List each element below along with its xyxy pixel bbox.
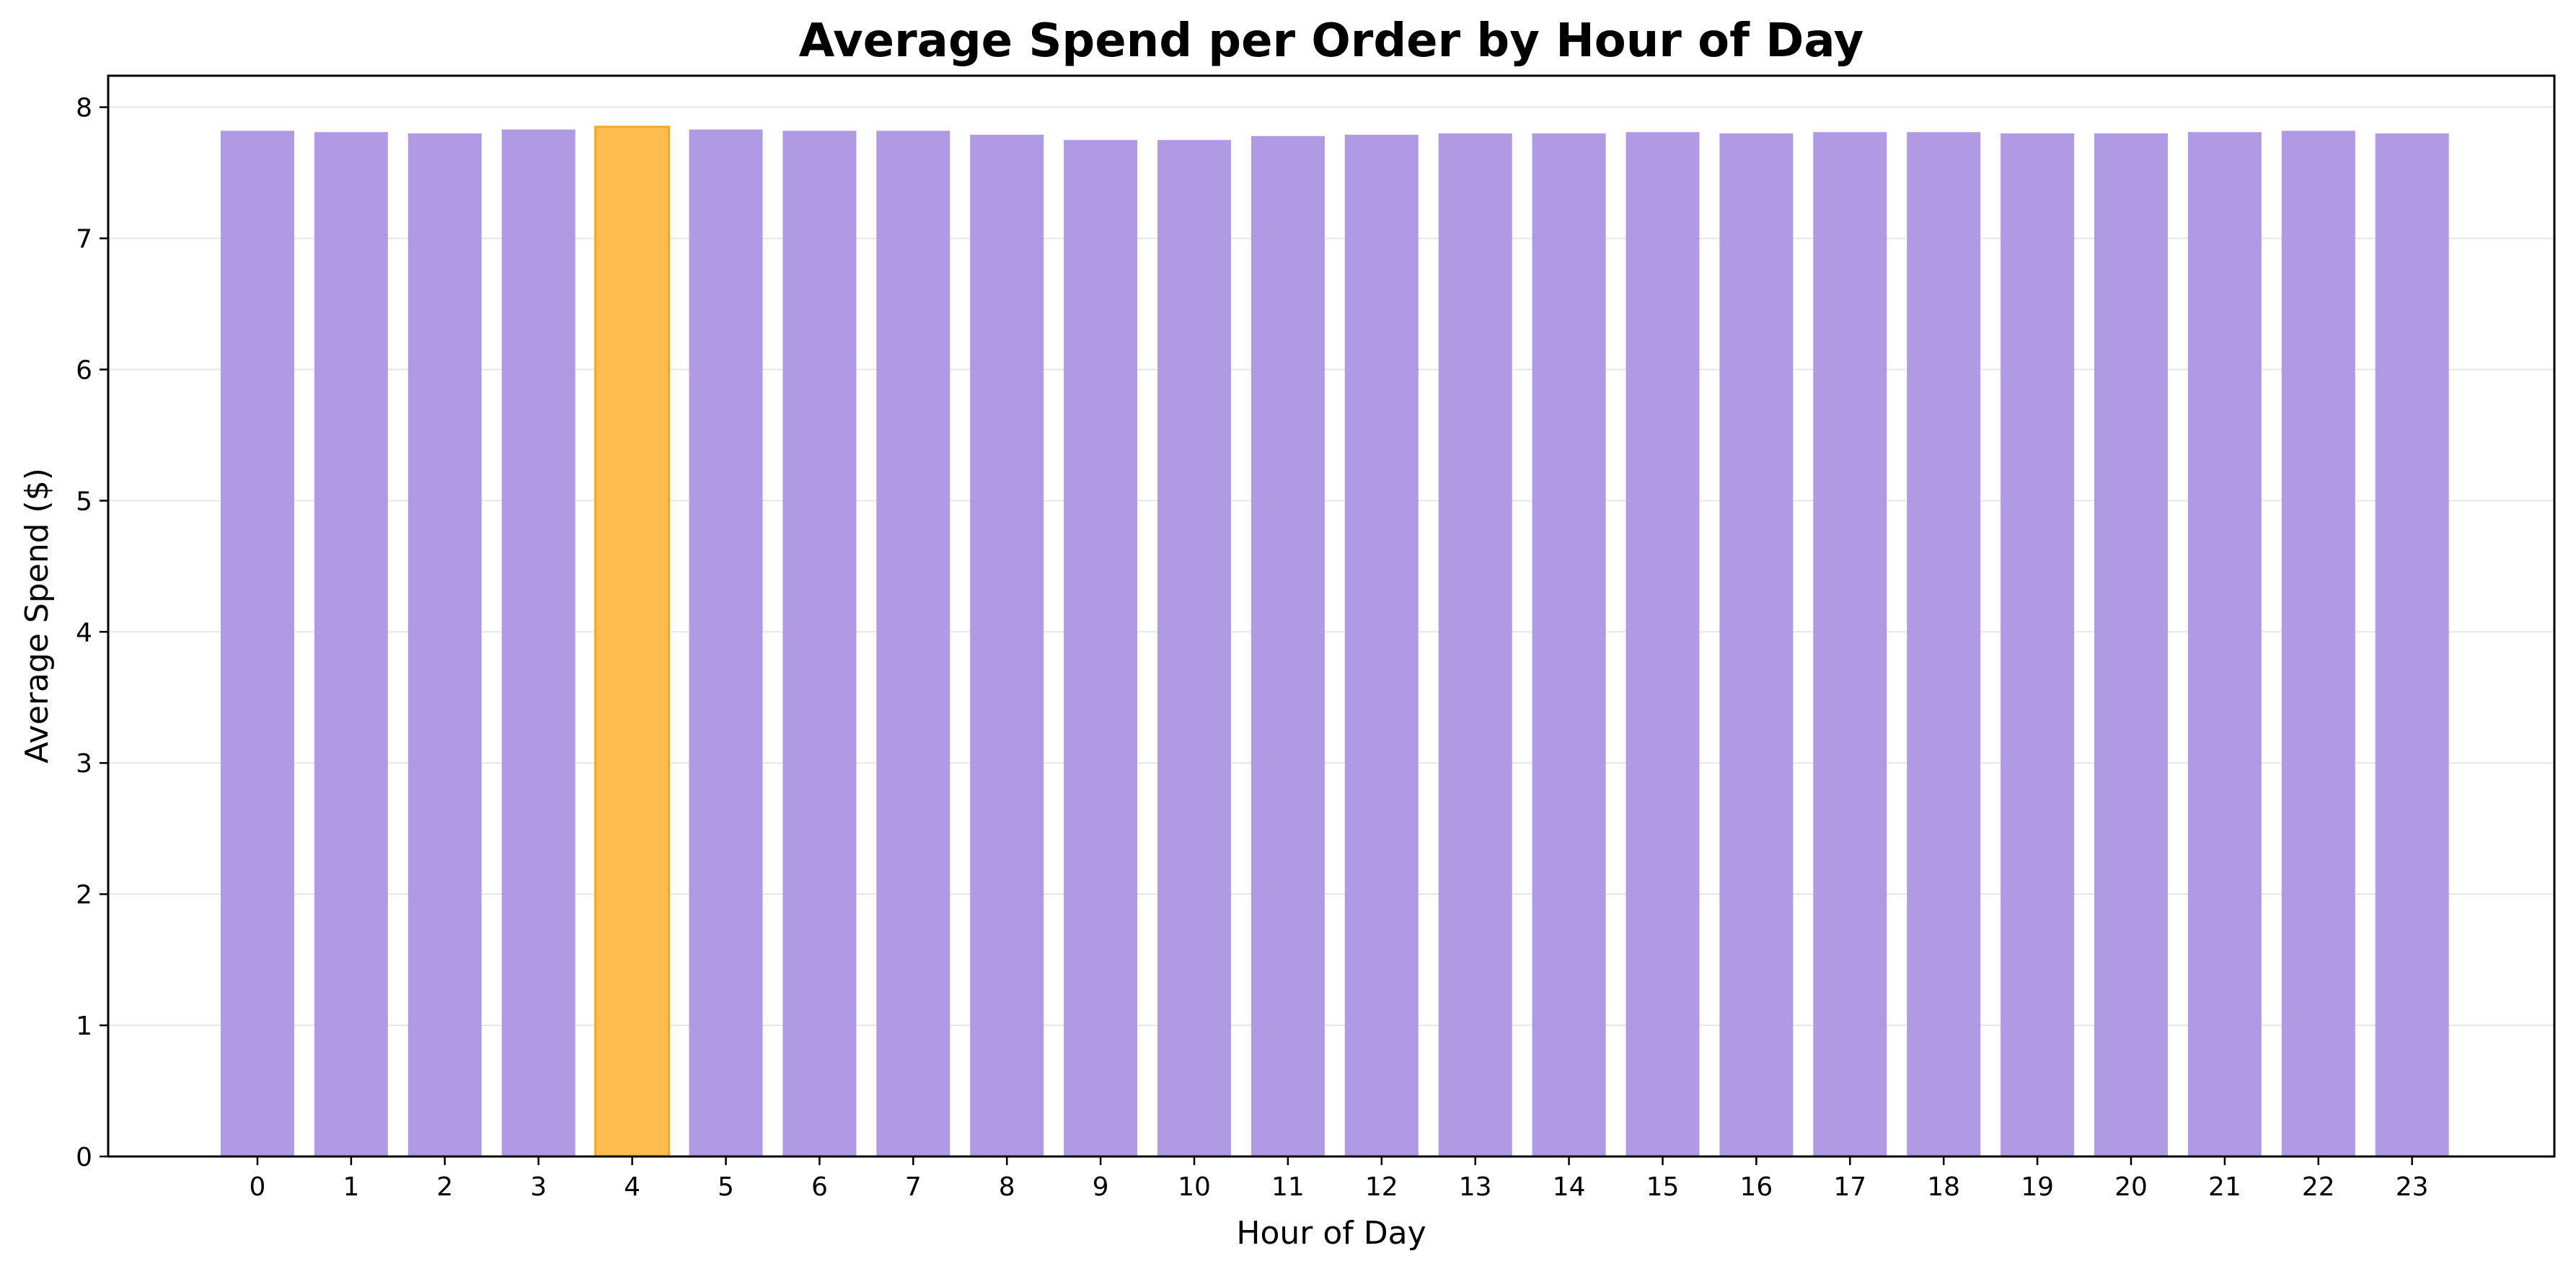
- x-tick-label: 17: [1833, 1172, 1866, 1202]
- x-tick-label: 14: [1553, 1172, 1586, 1202]
- bar: [2187, 132, 2262, 1157]
- bar: [1157, 140, 1231, 1157]
- y-tick-label: 8: [76, 94, 92, 123]
- bar: [2001, 133, 2075, 1156]
- bar: [1532, 133, 1606, 1156]
- bar: [2375, 133, 2449, 1156]
- y-tick-label: 0: [76, 1143, 92, 1172]
- plot-frame: [107, 74, 2556, 1158]
- bar: [782, 131, 857, 1157]
- y-tick-label: 7: [76, 225, 92, 255]
- x-tick-label: 8: [999, 1172, 1015, 1202]
- y-tick-label: 5: [76, 487, 92, 516]
- bar: [314, 132, 388, 1157]
- y-tick-label: 6: [76, 355, 92, 385]
- bar: [1344, 134, 1419, 1156]
- x-tick-label: 15: [1646, 1172, 1680, 1202]
- bar: [1626, 132, 1700, 1157]
- x-tick-label: 4: [624, 1172, 640, 1202]
- x-tick-label: 20: [2114, 1172, 2148, 1202]
- bar: [501, 129, 575, 1156]
- x-tick-label: 13: [1459, 1172, 1492, 1202]
- x-tick-label: 1: [343, 1172, 359, 1202]
- y-tick-label: 3: [76, 749, 92, 779]
- x-axis-ticks: 0 1 2 3 4 5 6 7 8 9 10 11 12 13 14 15 16 17 18 19 20 21 22 23: [250, 1156, 2429, 1202]
- x-tick-label: 3: [530, 1172, 547, 1202]
- x-tick-label: 19: [2021, 1172, 2054, 1202]
- x-tick-label: 6: [811, 1172, 828, 1202]
- bar: [407, 133, 482, 1156]
- x-tick-label: 12: [1365, 1172, 1398, 1202]
- y-tick-label: 2: [76, 880, 92, 910]
- x-tick-label: 16: [1739, 1172, 1773, 1202]
- y-axis-ticks: 0 1 2 3 4 5 6 7 8: [76, 94, 108, 1172]
- x-axis-label: Hour of Day: [1236, 1215, 1426, 1252]
- bar: [2094, 133, 2168, 1156]
- bar: [970, 134, 1044, 1156]
- bar: [1813, 132, 1887, 1157]
- bar: [689, 129, 763, 1156]
- x-tick-label: 2: [436, 1172, 453, 1202]
- x-tick-label: 11: [1271, 1172, 1305, 1202]
- x-tick-label: 21: [2208, 1172, 2241, 1202]
- bar: [1064, 140, 1138, 1157]
- bar-highlighted: [594, 125, 671, 1158]
- y-tick-label: 1: [76, 1012, 92, 1041]
- x-tick-label: 23: [2396, 1172, 2429, 1202]
- x-tick-label: 22: [2302, 1172, 2335, 1202]
- bar: [1438, 133, 1512, 1156]
- bar: [1907, 132, 1981, 1157]
- bars: [221, 125, 2449, 1158]
- bar: [2281, 131, 2355, 1157]
- x-tick-label: 10: [1178, 1172, 1211, 1202]
- bar: [1719, 133, 1794, 1156]
- chart-title: Average Spend per Order by Hour of Day: [799, 14, 1864, 68]
- x-tick-label: 9: [1093, 1172, 1109, 1202]
- y-axis-label: Average Spend ($): [19, 468, 56, 764]
- x-tick-label: 7: [905, 1172, 922, 1202]
- x-tick-label: 5: [718, 1172, 734, 1202]
- y-tick-label: 4: [76, 618, 92, 647]
- bar: [876, 131, 950, 1157]
- x-tick-label: 18: [1927, 1172, 1960, 1202]
- bar: [1250, 136, 1325, 1157]
- x-tick-label: 0: [250, 1172, 266, 1202]
- bar: [221, 131, 294, 1157]
